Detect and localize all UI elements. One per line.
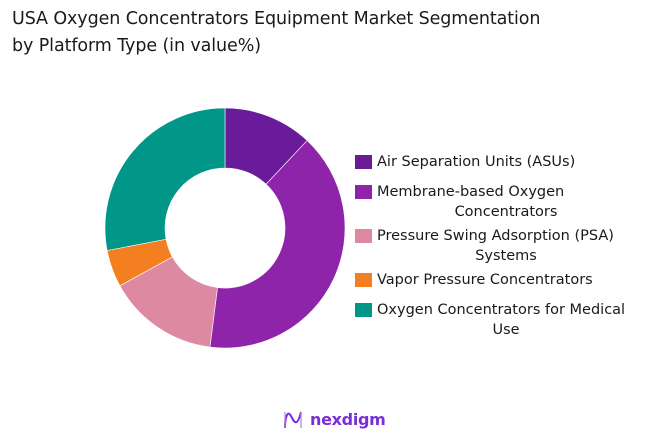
legend-swatch-membrane [355,185,372,199]
chart-title: USA Oxygen Concentrators Equipment Marke… [12,6,540,60]
legend-item-vapor: Vapor Pressure Concentrators [355,270,635,290]
legend-label-cont: Systems [475,248,537,264]
donut-slice-membrane [209,140,346,349]
legend-label: Oxygen Concentrators for Medical [377,302,626,318]
legend-label: Air Separation Units (ASUs) [377,154,576,170]
legend-label-cont: Use [492,322,520,338]
legend-swatch-medical [355,303,372,317]
legend-swatch-psa [355,229,372,243]
legend-swatch-vapor [355,273,372,287]
chart-title-line-2: by Platform Type (in value%) [12,36,261,56]
legend-label-cont: Concentrators [454,204,558,220]
chart-legend: Air Separation Units (ASUs) Membrane-bas… [355,152,635,350]
brand-name: nexdigm [310,409,386,429]
donut-slices [104,107,346,349]
legend-item-psa: Pressure Swing Adsorption (PSA) Systems [355,226,635,266]
nexdigm-wave-icon [284,411,302,429]
legend-label: Vapor Pressure Concentrators [377,272,593,288]
legend-swatch-asu [355,155,372,169]
legend-label: Membrane-based Oxygen [377,184,565,200]
brand-logo: nexdigm [282,408,386,430]
legend-item-asu: Air Separation Units (ASUs) [355,152,635,172]
legend-item-medical: Oxygen Concentrators for Medical Use [355,300,635,340]
donut-slice-medical [104,107,226,251]
legend-item-membrane: Membrane-based Oxygen Concentrators [355,182,635,222]
legend-label: Pressure Swing Adsorption (PSA) [377,228,614,244]
chart-title-line-1: USA Oxygen Concentrators Equipment Marke… [12,9,541,29]
